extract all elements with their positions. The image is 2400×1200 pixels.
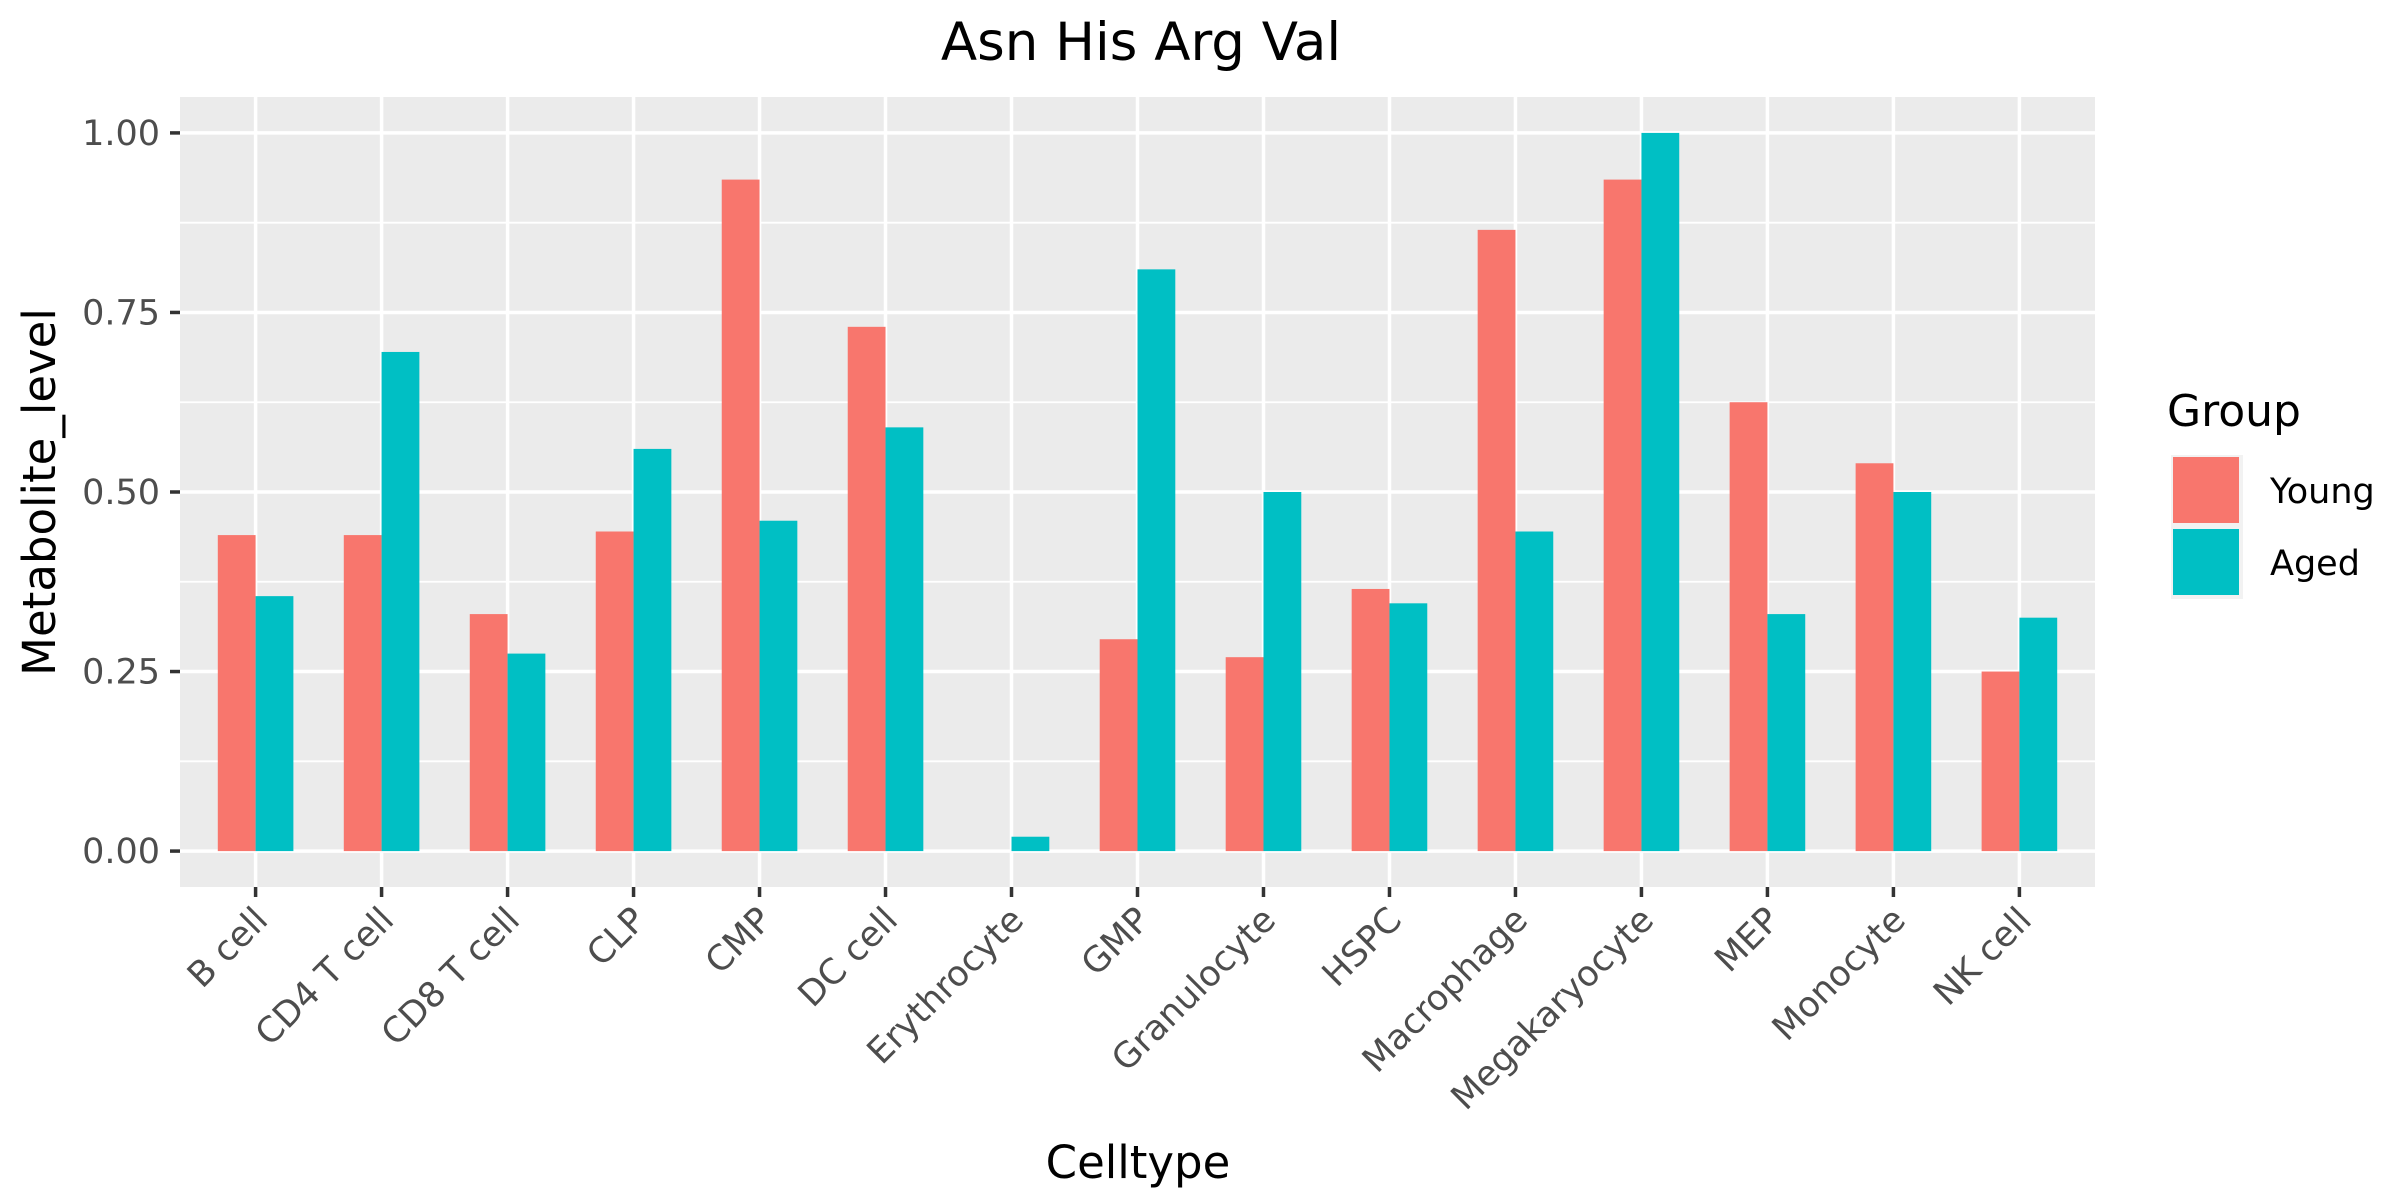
bar-young-granulocyte <box>1225 657 1264 852</box>
bar-young-monocyte <box>1855 463 1894 852</box>
legend-items: Young Aged <box>2171 455 2375 599</box>
x-tick-label: HSPC <box>1315 900 1410 995</box>
y-tick-label: 0.00 <box>82 832 160 872</box>
bar-aged-mep <box>1767 614 1806 852</box>
bar-young-cd8-t-cell <box>469 614 508 852</box>
bar-aged-cd4-t-cell <box>381 351 420 852</box>
bar-young-clp <box>595 531 634 852</box>
bar-young-b-cell <box>217 535 256 852</box>
bar-young-megakaryocyte <box>1603 179 1642 852</box>
bar-aged-b-cell <box>255 596 294 852</box>
y-axis: 0.00 0.25 0.50 0.75 1.00 <box>82 114 180 872</box>
y-axis-title: Metabolite_level <box>13 308 66 676</box>
bar-young-mep <box>1729 402 1768 852</box>
legend-label-young: Young <box>2269 472 2375 512</box>
bar-aged-monocyte <box>1893 492 1932 852</box>
bar-young-macrophage <box>1477 229 1516 852</box>
bar-aged-granulocyte <box>1263 492 1302 852</box>
bar-young-cmp <box>721 179 760 852</box>
x-tick-label: CLP <box>580 900 654 974</box>
bar-aged-cd8-t-cell <box>507 653 546 852</box>
bar-aged-gmp <box>1137 269 1176 852</box>
bars <box>217 132 2058 852</box>
bar-aged-erythrocyte <box>1011 836 1050 852</box>
chart-title: Asn His Arg Val <box>941 12 1341 73</box>
legend-swatch-young <box>2173 457 2239 523</box>
x-tick-label: CMP <box>698 900 780 982</box>
bar-young-nk-cell <box>1981 671 2020 852</box>
y-tick-label: 0.50 <box>82 473 160 513</box>
x-tick-label: Monocyte <box>1765 900 1914 1049</box>
bar-young-cd4-t-cell <box>343 535 382 852</box>
legend-title: Group <box>2167 386 2301 437</box>
x-tick-label: GMP <box>1074 900 1158 984</box>
x-tick-label: NK cell <box>1926 900 2039 1013</box>
bar-young-hspc <box>1351 588 1390 852</box>
bar-young-gmp <box>1099 639 1138 852</box>
y-tick-label: 0.75 <box>82 293 160 333</box>
bar-aged-nk-cell <box>2019 617 2058 852</box>
legend-swatch-aged <box>2173 529 2239 595</box>
y-tick-label: 0.25 <box>82 653 160 693</box>
x-axis-title: Celltype <box>1046 1136 1231 1189</box>
bar-aged-megakaryocyte <box>1641 132 1680 852</box>
legend-label-aged: Aged <box>2270 544 2360 584</box>
x-tick-label: CD8 T cell <box>374 900 528 1054</box>
y-tick-label: 1.00 <box>82 114 160 154</box>
bar-aged-cmp <box>759 520 798 852</box>
x-tick-label: DC cell <box>791 900 906 1015</box>
bar-aged-macrophage <box>1515 531 1554 852</box>
x-tick-label: B cell <box>180 900 276 996</box>
x-tick-label: MEP <box>1708 900 1788 980</box>
bar-young-dc-cell <box>847 326 886 852</box>
bar-aged-clp <box>633 448 672 852</box>
legend: Group Young Aged <box>2167 386 2375 599</box>
bar-aged-dc-cell <box>885 427 924 852</box>
bar-aged-hspc <box>1389 603 1428 852</box>
